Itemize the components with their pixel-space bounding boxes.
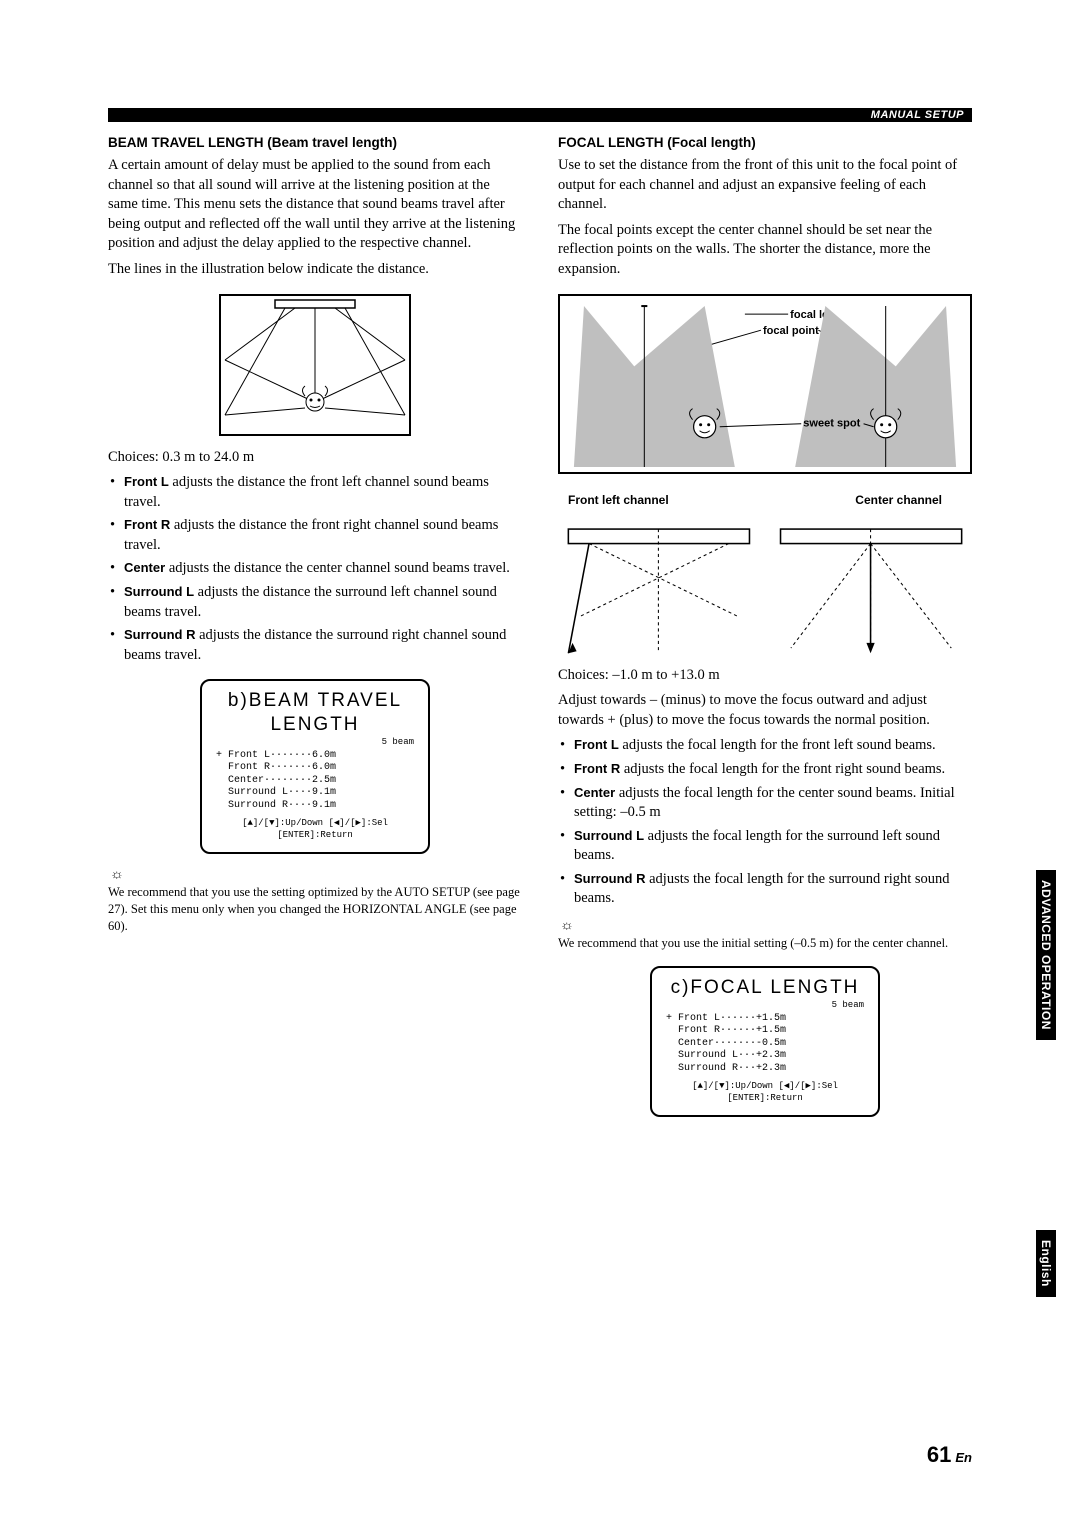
left-choices: Choices: 0.3 m to 24.0 m (108, 448, 522, 468)
menu-row: Surround L···+2.3m (666, 1050, 864, 1063)
list-item: Front L adjusts the focal length for the… (558, 736, 972, 756)
menu-sub: 5 beam (216, 737, 414, 748)
menu-foot: [▲]/[▼]:Up/Down [◀]/[▶]:Sel [ENTER]:Retu… (216, 818, 414, 841)
list-item: Front R adjusts the focal length for the… (558, 760, 972, 780)
menu-row: Surround L····9.1m (216, 787, 414, 800)
list-item: Center adjusts the distance the center c… (108, 559, 522, 579)
menu-row: Surround R···+2.3m (666, 1063, 864, 1076)
label-focal-point: focal point (763, 325, 819, 337)
side-tabs: ADVANCED OPERATION (1036, 870, 1056, 1040)
menu-row: + Front L·······6.0m (216, 750, 414, 763)
center-channel-label: Center channel (855, 492, 942, 508)
menu-title: c)FOCAL LENGTH (666, 976, 864, 1000)
list-item: Surround L adjusts the focal length for … (558, 827, 972, 866)
right-intro2: The focal points except the center chann… (558, 221, 972, 280)
menu-row: Front R······+1.5m (666, 1025, 864, 1038)
front-left-channel-label: Front left channel (568, 492, 669, 508)
right-tip: We recommend that you use the initial se… (558, 935, 972, 952)
channel-diagram (558, 516, 972, 656)
right-bullet-list: Front L adjusts the focal length for the… (558, 736, 972, 909)
menu-row: Center········2.5m (216, 775, 414, 788)
menu-row: Center·······-0.5m (666, 1038, 864, 1051)
left-tip: We recommend that you use the setting op… (108, 884, 522, 935)
content-columns: BEAM TRAVEL LENGTH (Beam travel length) … (108, 134, 972, 1131)
left-intro: A certain amount of delay must be applie… (108, 156, 522, 254)
right-heading: FOCAL LENGTH (Focal length) (558, 134, 972, 152)
section-header-label: MANUAL SETUP (871, 109, 964, 121)
tab-english: English (1036, 1230, 1056, 1297)
left-bullet-list: Front L adjusts the distance the front l… (108, 473, 522, 665)
tip-icon (108, 868, 126, 882)
focal-menu-box: c)FOCAL LENGTH 5 beam + Front L······+1.… (650, 966, 880, 1117)
left-note: The lines in the illustration below indi… (108, 260, 522, 280)
menu-title: b)BEAM TRAVEL LENGTH (216, 689, 414, 737)
list-item: Front L adjusts the distance the front l… (108, 473, 522, 512)
menu-row: Surround R····9.1m (216, 800, 414, 813)
menu-row: Front R·······6.0m (216, 762, 414, 775)
right-choices: Choices: –1.0 m to +13.0 m (558, 666, 972, 686)
channel-labels: Front left channel Center channel (558, 492, 972, 512)
left-heading: BEAM TRAVEL LENGTH (Beam travel length) (108, 134, 522, 152)
list-item: Surround R adjusts the focal length for … (558, 870, 972, 909)
list-item: Center adjusts the focal length for the … (558, 784, 972, 823)
tip-icon (558, 919, 576, 933)
list-item: Front R adjusts the distance the front r… (108, 516, 522, 555)
menu-foot: [▲]/[▼]:Up/Down [◀]/[▶]:Sel [ENTER]:Retu… (666, 1081, 864, 1104)
list-item: Surround L adjusts the distance the surr… (108, 583, 522, 622)
menu-sub: 5 beam (666, 1000, 864, 1011)
right-adjust: Adjust towards – (minus) to move the foc… (558, 691, 972, 730)
list-item: Surround R adjusts the distance the surr… (108, 626, 522, 665)
menu-row: + Front L······+1.5m (666, 1013, 864, 1026)
section-header-bar: MANUAL SETUP (108, 108, 972, 122)
focal-length-diagram: focal length focal point (558, 294, 972, 474)
tab-advanced-operation: ADVANCED OPERATION (1036, 870, 1056, 1040)
right-intro: Use to set the distance from the front o… (558, 156, 972, 215)
beam-menu-box: b)BEAM TRAVEL LENGTH 5 beam + Front L···… (200, 679, 430, 854)
right-column: FOCAL LENGTH (Focal length) Use to set t… (558, 134, 972, 1131)
left-column: BEAM TRAVEL LENGTH (Beam travel length) … (108, 134, 522, 1131)
page-number: 61En (927, 1442, 972, 1468)
beam-travel-diagram (215, 290, 415, 440)
label-sweet-spot: sweet spot (803, 417, 860, 429)
side-tabs-lang: English (1036, 1230, 1056, 1297)
